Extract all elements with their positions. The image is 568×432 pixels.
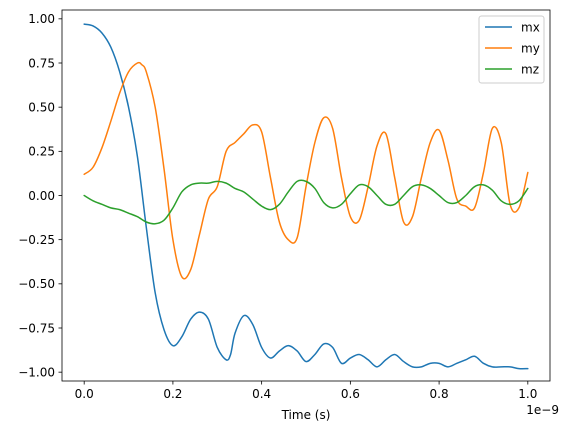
x-tick-label: 0.0 <box>75 387 94 401</box>
y-tick-label: 1.00 <box>28 12 55 26</box>
series-layer <box>83 23 529 370</box>
legend-frame <box>478 15 545 84</box>
series-line-mz <box>83 179 529 225</box>
legend-label-mz: mz <box>521 62 539 76</box>
y-tick-label: −1.00 <box>18 365 55 379</box>
x-tick-label: 0.4 <box>252 387 271 401</box>
y-tick-label: 0.50 <box>28 100 55 114</box>
y-axis-ticks: −1.00 −0.75 −0.50 −0.25 0.00 0.25 0.50 0.75 1.00 <box>18 12 62 379</box>
y-tick-label: 0.75 <box>28 56 55 70</box>
x-axis-ticks: 0.0 0.2 0.4 0.6 0.8 1.0 <box>75 381 537 401</box>
y-tick-label: −0.25 <box>18 233 55 247</box>
y-tick-label: −0.75 <box>18 321 55 335</box>
y-tick-label: −0.50 <box>18 277 55 291</box>
x-tick-label: 0.6 <box>341 387 360 401</box>
y-tick-label: 0.25 <box>28 145 55 159</box>
legend-label-mx: mx <box>521 20 540 34</box>
x-axis-label: Time (s) <box>281 408 331 422</box>
legend-label-my: my <box>521 41 540 55</box>
series-line-my <box>83 61 529 280</box>
x-tick-label: 0.2 <box>163 387 182 401</box>
series-line-mx <box>83 23 529 370</box>
y-tick-label: 0.00 <box>28 189 55 203</box>
x-tick-label: 1.0 <box>518 387 537 401</box>
legend: mx my mz <box>478 15 545 84</box>
x-tick-label: 0.8 <box>430 387 449 401</box>
x-axis-offset-label: 1e−9 <box>526 403 559 417</box>
